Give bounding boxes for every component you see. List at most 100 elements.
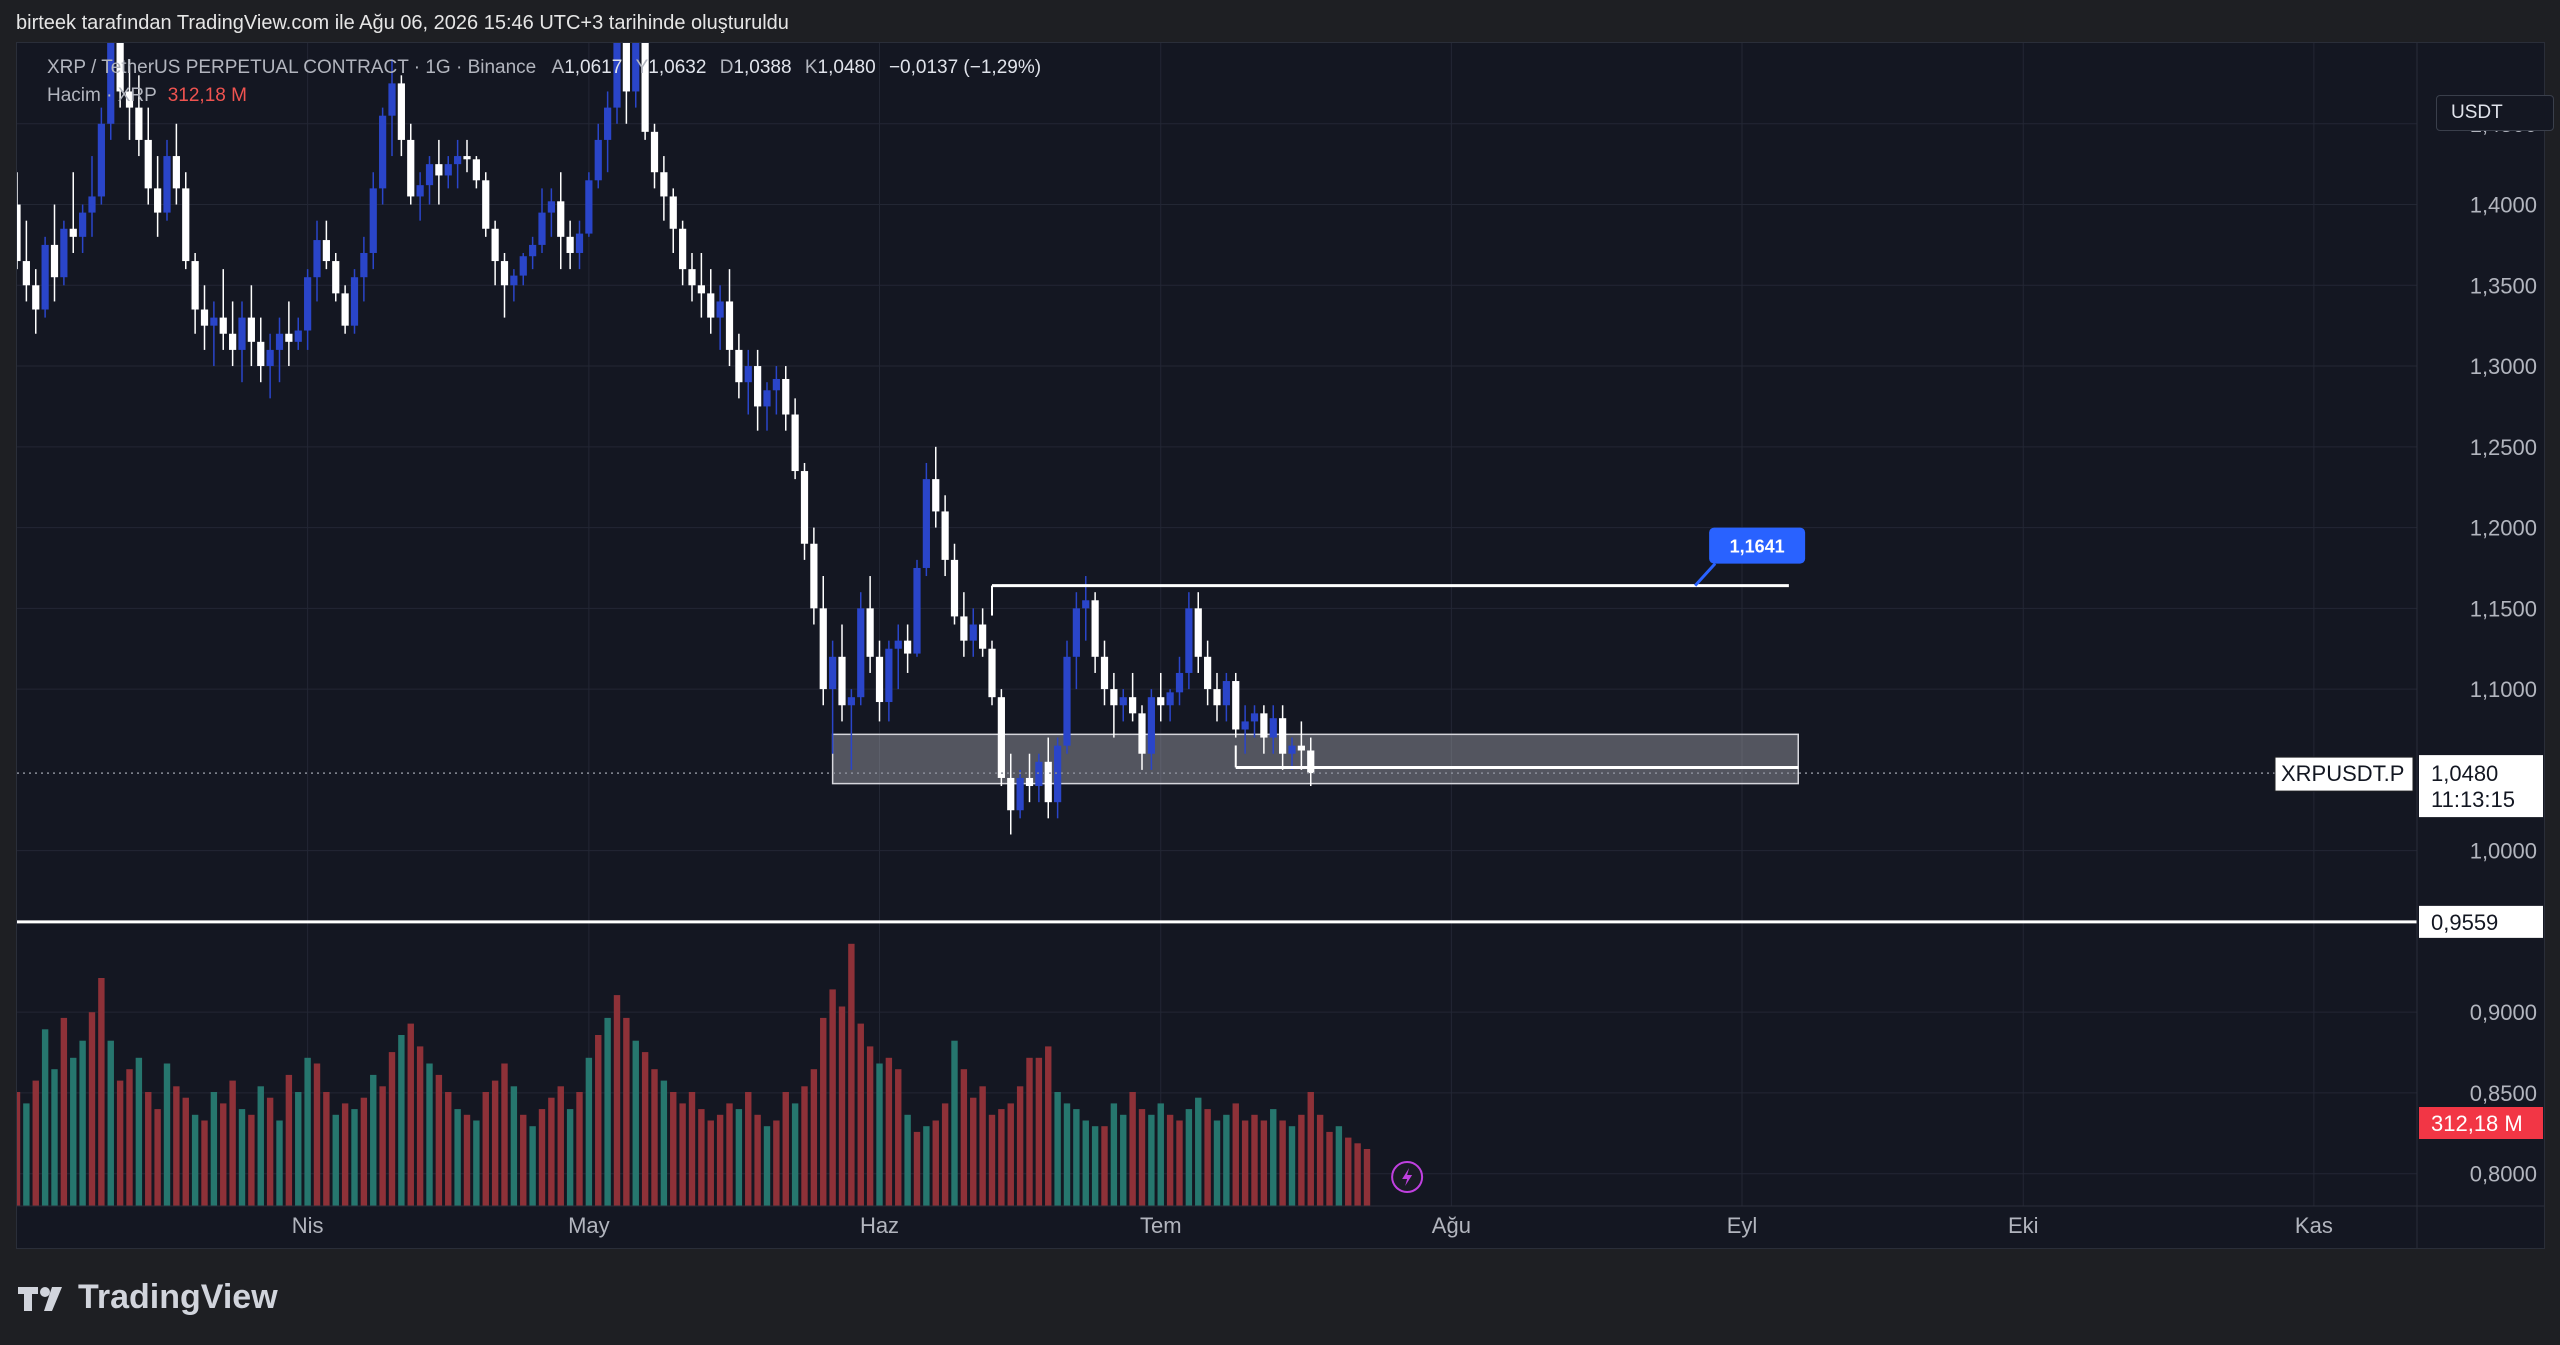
candle-body: [632, 43, 640, 92]
volume-bar: [932, 1120, 939, 1206]
volume-bar: [576, 1092, 583, 1206]
volume-bar: [32, 1080, 39, 1206]
candle: [135, 75, 143, 157]
candle: [688, 252, 696, 302]
legend-change: −0,0137 (−1,29%): [888, 57, 1042, 78]
volume-bar: [501, 1063, 508, 1206]
candle-body: [1147, 697, 1155, 754]
candle: [435, 139, 443, 205]
candle-body: [285, 333, 293, 342]
volume-bar: [1326, 1131, 1333, 1206]
volume-bar: [520, 1114, 527, 1206]
legend-close: 1,0480: [817, 57, 876, 78]
candle: [519, 252, 527, 286]
y-tick-label: 1,1000: [2470, 677, 2537, 702]
candle: [510, 269, 518, 302]
currency-selector[interactable]: USDT: [2436, 95, 2554, 131]
candle-body: [463, 156, 471, 160]
candle-body: [1119, 697, 1127, 706]
volume-bar: [379, 1086, 386, 1206]
candle-body: [650, 131, 659, 173]
candle: [88, 156, 96, 237]
candle-body: [969, 624, 977, 641]
candle-body: [210, 317, 218, 326]
candle: [538, 188, 546, 253]
candle-body: [538, 212, 546, 245]
volume-bar: [1035, 1057, 1043, 1206]
candle: [482, 172, 490, 237]
volume-bar: [1082, 1120, 1089, 1206]
candle: [1232, 672, 1240, 738]
volume-bar: [473, 1120, 480, 1206]
volume-bar: [323, 1092, 330, 1206]
candle-body: [379, 115, 387, 189]
candle: [950, 543, 959, 625]
candle: [313, 220, 321, 302]
candle: [350, 269, 359, 334]
chart-panel[interactable]: 1,1641 1,45001,40001,35001,30001,25001,2…: [16, 42, 2554, 1249]
volume-bar: [1316, 1114, 1324, 1206]
candle-body: [716, 301, 724, 318]
volume-bar: [613, 995, 621, 1206]
candle-body: [810, 543, 818, 609]
candle-body: [397, 83, 405, 140]
candle: [107, 43, 115, 140]
legend-open-label: A: [551, 57, 565, 78]
candle: [463, 139, 471, 173]
countdown-label: 11:13:15: [2431, 787, 2515, 812]
candle-body: [829, 656, 837, 690]
volume-bar: [1307, 1092, 1314, 1206]
price-chart[interactable]: 1,1641 1,45001,40001,35001,30001,25001,2…: [17, 43, 2544, 1248]
y-tick-label: 0,8500: [2470, 1081, 2537, 1106]
volume-bar: [341, 1103, 349, 1206]
volume-bar: [98, 978, 105, 1206]
candle-body: [688, 269, 696, 286]
tradingview-logo-icon: [18, 1283, 70, 1313]
candle: [1307, 737, 1315, 787]
candle: [960, 592, 968, 657]
volume-bar: [426, 1063, 433, 1206]
target-callout-box: [1709, 527, 1806, 564]
candle-body: [388, 83, 396, 116]
volume-bar: [229, 1080, 236, 1206]
candle: [1288, 737, 1296, 770]
candle-body: [369, 188, 377, 253]
candle-body: [1157, 697, 1165, 706]
volume-bar: [595, 1035, 602, 1206]
candle-body: [679, 228, 687, 270]
candle: [41, 236, 49, 318]
candle: [529, 236, 537, 270]
candle: [632, 43, 640, 108]
volume-bar: [60, 1017, 68, 1206]
current-price-label: 1,0480: [2431, 761, 2498, 786]
volume-bar: [1016, 1086, 1024, 1206]
candle-body: [22, 261, 30, 286]
volume-bar: [1213, 1120, 1221, 1206]
candle-body: [238, 317, 246, 350]
candle-body: [1007, 777, 1015, 811]
candle: [1007, 753, 1015, 835]
candle-body: [454, 156, 462, 165]
candle-body: [17, 204, 21, 262]
legend-high: 1,0632: [648, 57, 707, 78]
x-tick-label: Nis: [292, 1213, 324, 1238]
candle: [69, 172, 77, 253]
candle-body: [932, 479, 940, 512]
volume-bar: [1241, 1120, 1249, 1206]
volume-bar: [510, 1086, 518, 1206]
volume-bar: [632, 1040, 639, 1206]
volume-bar: [857, 1023, 864, 1206]
candle: [1035, 753, 1043, 803]
candle-body: [491, 228, 499, 262]
candle-body: [1175, 672, 1184, 693]
candle-body: [1110, 689, 1118, 706]
candle-body: [1222, 681, 1230, 706]
candle: [285, 301, 293, 367]
volume-bar: [829, 989, 836, 1206]
candle-body: [322, 240, 330, 262]
y-tick-label: 1,2000: [2470, 516, 2537, 541]
candle: [210, 301, 218, 367]
candle: [425, 156, 434, 205]
volume-tag-box: [2419, 1107, 2543, 1139]
candle: [547, 188, 555, 237]
